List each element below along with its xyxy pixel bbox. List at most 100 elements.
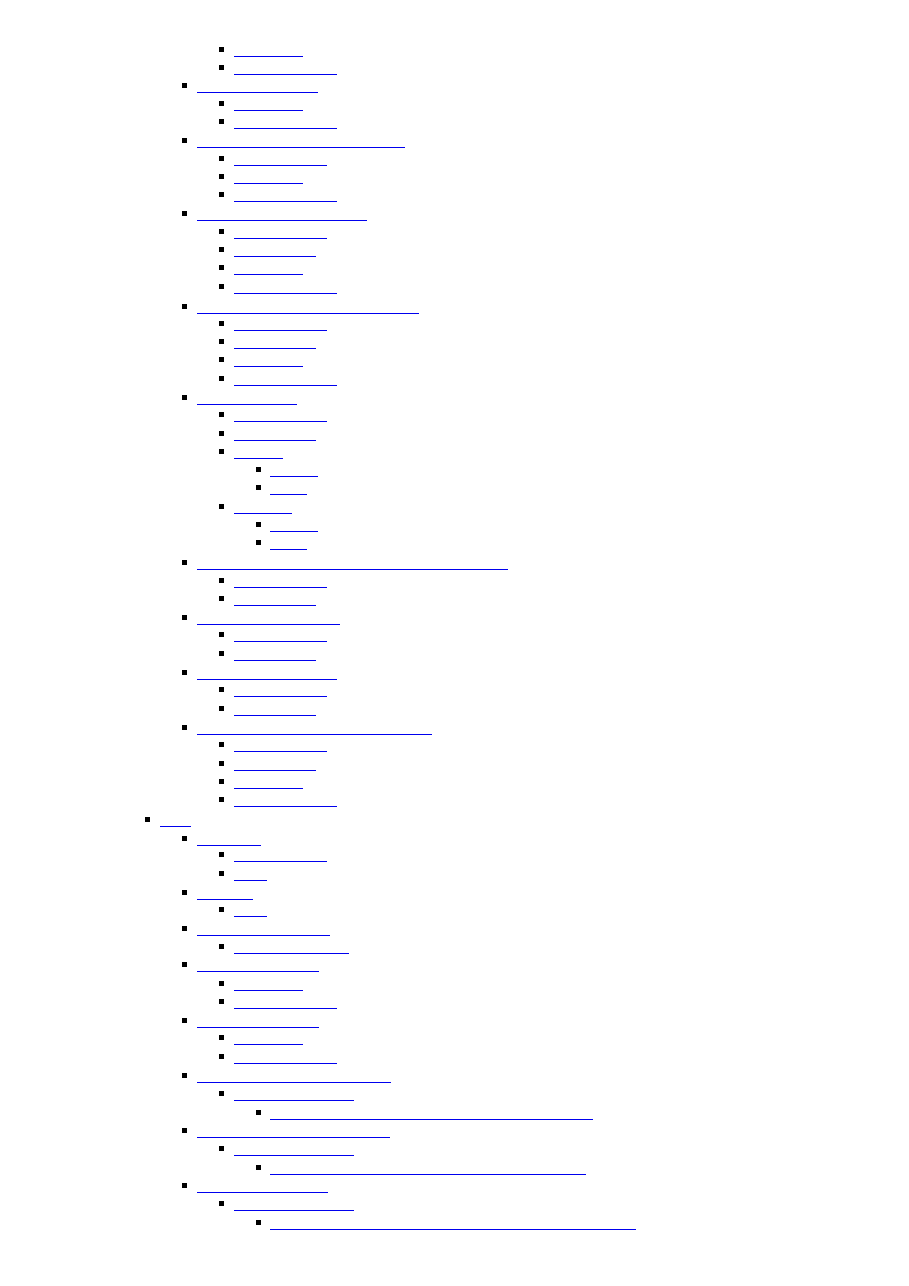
nav-link[interactable] [234, 953, 349, 954]
nav-link[interactable] [234, 1210, 354, 1211]
nav-link[interactable] [270, 549, 307, 550]
nav-link[interactable] [234, 916, 267, 917]
nav-link[interactable] [234, 696, 327, 697]
list-bullet [219, 632, 224, 637]
nav-link[interactable] [234, 770, 316, 771]
list-bullet [219, 797, 224, 802]
list-bullet [182, 1183, 187, 1188]
nav-link[interactable] [234, 256, 316, 257]
nav-link[interactable] [234, 1100, 354, 1101]
list-bullet [182, 926, 187, 931]
nav-link[interactable] [197, 845, 261, 846]
list-bullet [219, 376, 224, 381]
nav-link[interactable] [197, 220, 367, 221]
nav-link[interactable] [234, 201, 337, 202]
nav-link[interactable] [234, 880, 267, 881]
nav-link[interactable] [234, 366, 303, 367]
nav-link[interactable] [234, 274, 303, 275]
list-bullet [219, 321, 224, 326]
nav-link[interactable] [234, 1044, 303, 1045]
nav-link[interactable] [234, 1008, 337, 1009]
nav-link[interactable] [270, 1229, 636, 1230]
list-bullet [219, 944, 224, 949]
list-bullet [256, 1110, 261, 1115]
list-bullet [219, 265, 224, 270]
list-bullet [182, 725, 187, 730]
nav-link[interactable] [197, 147, 405, 148]
nav-link[interactable] [270, 1174, 586, 1175]
list-bullet [256, 522, 261, 527]
nav-link[interactable] [197, 935, 330, 936]
list-bullet [182, 560, 187, 565]
nav-link[interactable] [197, 404, 297, 405]
nav-link[interactable] [234, 74, 337, 75]
list-bullet [219, 761, 224, 766]
list-bullet [182, 304, 187, 309]
nav-link[interactable] [197, 313, 419, 314]
nav-link[interactable] [234, 1063, 337, 1064]
list-bullet [182, 83, 187, 88]
nav-link[interactable] [234, 715, 316, 716]
nav-link[interactable] [234, 183, 303, 184]
nav-link[interactable] [234, 128, 337, 129]
nav-link[interactable] [234, 788, 303, 789]
list-bullet [256, 485, 261, 490]
list-bullet [219, 101, 224, 106]
list-bullet [256, 467, 261, 472]
nav-link[interactable] [270, 1119, 593, 1120]
nav-link[interactable] [234, 605, 316, 606]
nav-link[interactable] [234, 421, 327, 422]
nav-link[interactable] [197, 1082, 391, 1083]
nav-link[interactable] [234, 587, 327, 588]
list-bullet [219, 981, 224, 986]
nav-link[interactable] [234, 1155, 354, 1156]
nav-link[interactable] [197, 734, 432, 735]
nav-link[interactable] [160, 826, 191, 827]
nav-link[interactable] [197, 624, 340, 625]
list-bullet [219, 687, 224, 692]
nav-link[interactable] [197, 971, 319, 972]
nav-link[interactable] [197, 679, 337, 680]
nav-link[interactable] [234, 660, 316, 661]
nav-link[interactable] [234, 238, 327, 239]
nav-link[interactable] [270, 531, 318, 532]
list-bullet [219, 357, 224, 362]
nav-link[interactable] [270, 494, 307, 495]
list-bullet [182, 138, 187, 143]
nav-link[interactable] [234, 751, 327, 752]
nav-link[interactable] [197, 1027, 319, 1028]
nav-link[interactable] [234, 861, 327, 862]
nav-link[interactable] [197, 569, 508, 570]
nav-link[interactable] [234, 110, 303, 111]
nav-link[interactable] [234, 348, 316, 349]
nav-link[interactable] [197, 1192, 328, 1193]
nav-link[interactable] [197, 1137, 390, 1138]
list-bullet [219, 1091, 224, 1096]
nav-link[interactable] [234, 385, 337, 386]
nav-link[interactable] [234, 990, 303, 991]
nav-link[interactable] [234, 165, 327, 166]
list-bullet [219, 449, 224, 454]
list-bullet [182, 1018, 187, 1023]
nav-link[interactable] [270, 476, 318, 477]
nav-link[interactable] [234, 806, 337, 807]
list-bullet [256, 1220, 261, 1225]
nav-link[interactable] [234, 513, 292, 514]
list-bullet [182, 836, 187, 841]
list-bullet [256, 540, 261, 545]
list-bullet [219, 412, 224, 417]
nav-link[interactable] [234, 440, 316, 441]
list-bullet [219, 156, 224, 161]
nav-link[interactable] [234, 293, 337, 294]
nav-link[interactable] [234, 56, 303, 57]
list-bullet [219, 852, 224, 857]
nav-link[interactable] [234, 641, 327, 642]
nav-link[interactable] [197, 92, 318, 93]
nav-link[interactable] [197, 899, 253, 900]
list-bullet [182, 890, 187, 895]
nav-link[interactable] [234, 458, 283, 459]
nav-link[interactable] [234, 330, 327, 331]
list-bullet [219, 174, 224, 179]
list-bullet [182, 211, 187, 216]
